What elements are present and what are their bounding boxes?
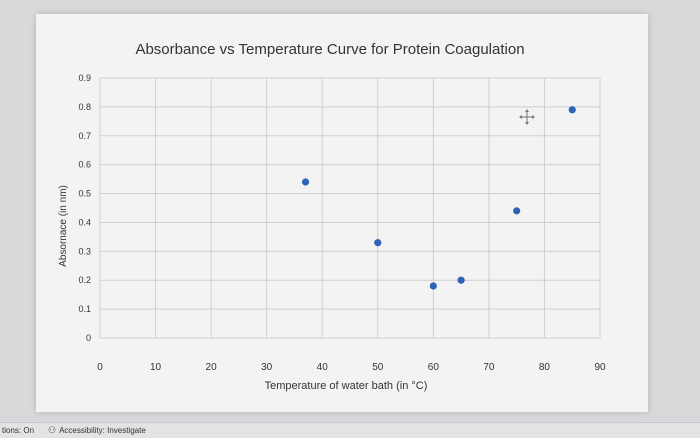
y-tick-label: 0.6 <box>78 160 91 170</box>
y-tick-label: 0.5 <box>78 189 91 199</box>
data-point <box>374 239 382 247</box>
status-left-text: tions: On <box>2 426 35 435</box>
y-tick-label: 0 <box>86 333 91 343</box>
data-point <box>301 178 310 186</box>
y-axis-label: Absornace (in nm) <box>58 185 69 267</box>
data-point <box>513 207 521 215</box>
data-point <box>568 106 576 114</box>
gridlines <box>99 77 601 339</box>
scatter-chart: Absorbance vs Temperature Curve for Prot… <box>58 41 606 392</box>
x-tick-labels: 0 10 20 30 40 50 60 70 80 90 <box>97 362 606 373</box>
x-tick-label: 0 <box>97 362 103 373</box>
y-tick-label: 0.9 <box>78 73 91 83</box>
y-tick-label: 0.2 <box>78 275 91 285</box>
x-tick-label: 20 <box>206 362 218 373</box>
x-axis-label: Temperature of water bath (in °C) <box>265 380 428 392</box>
x-tick-label: 70 <box>483 362 495 373</box>
x-tick-label: 90 <box>594 362 606 373</box>
x-tick-label: 40 <box>317 362 329 373</box>
accessibility-status-button[interactable]: ⚇ Accessibility: Investigate <box>48 423 146 438</box>
y-tick-labels: 0 0.1 0.2 0.3 0.4 0.5 0.6 0.7 0.8 0.9 <box>78 73 91 343</box>
chart-title: Absorbance vs Temperature Curve for Prot… <box>135 41 524 58</box>
y-tick-label: 0.7 <box>78 131 91 141</box>
y-tick-label: 0.1 <box>78 304 91 314</box>
data-point <box>429 282 437 290</box>
chart-sheet: Absorbance vs Temperature Curve for Prot… <box>36 14 648 412</box>
status-bar: tions: On ⚇ Accessibility: Investigate <box>0 422 700 438</box>
y-tick-label: 0.3 <box>78 246 91 256</box>
x-tick-label: 50 <box>372 362 384 373</box>
x-tick-label: 30 <box>261 362 273 373</box>
accessibility-text: Accessibility: Investigate <box>59 426 146 435</box>
x-tick-label: 60 <box>428 362 440 373</box>
data-points <box>301 106 576 290</box>
x-tick-label: 80 <box>539 362 551 373</box>
x-tick-label: 10 <box>150 362 162 373</box>
cursor-icon <box>519 109 535 125</box>
y-tick-label: 0.8 <box>78 102 91 112</box>
data-point <box>457 276 465 284</box>
y-tick-label: 0.4 <box>78 217 91 227</box>
accessibility-icon: ⚇ <box>48 425 57 435</box>
